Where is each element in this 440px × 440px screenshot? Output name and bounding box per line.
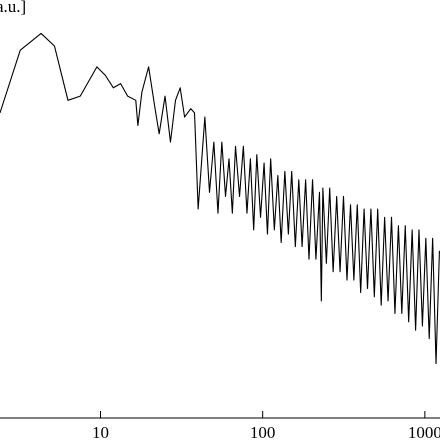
x-tick-label: 10	[92, 423, 109, 440]
y-axis-label: a.u.]	[0, 0, 26, 16]
x-tick-label: 100	[250, 423, 276, 440]
x-tick-label: 1000	[408, 423, 440, 440]
spectrum-line	[0, 32, 440, 365]
